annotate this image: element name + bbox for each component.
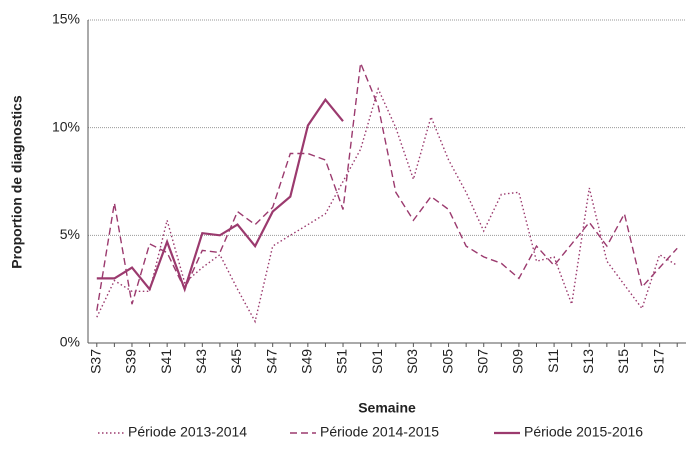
x-tick-label: S07: [474, 349, 490, 374]
legend-label: Période 2014-2015: [320, 424, 439, 440]
x-tick-label: S49: [299, 349, 315, 374]
y-tick-label: 0%: [60, 334, 80, 350]
x-tick-label: S17: [650, 349, 666, 374]
x-tick-label: S11: [545, 349, 561, 373]
x-tick-label: S37: [87, 349, 103, 374]
series-line: [96, 97, 344, 293]
legend-label: Période 2015-2016: [524, 424, 643, 440]
x-tick-label: S39: [123, 349, 139, 374]
x-tick-label: S51: [334, 349, 350, 374]
x-tick-label: S43: [193, 349, 209, 374]
x-tick-label: S47: [263, 349, 279, 374]
x-tick-label: S09: [510, 349, 526, 374]
series-line: [96, 60, 678, 311]
x-tick-label: S05: [439, 349, 455, 374]
legend-label: Période 2013-2014: [128, 424, 247, 440]
x-tick-label: S01: [369, 349, 385, 374]
x-tick-label: S03: [404, 349, 420, 374]
y-tick-label: 10%: [52, 118, 80, 134]
y-axis-title: Proportion de diagnostics: [9, 95, 25, 269]
x-tick-label: S45: [228, 349, 244, 374]
series-line: [96, 86, 678, 324]
x-tick-label: S13: [580, 349, 596, 374]
x-tick-label: S41: [158, 349, 174, 374]
x-tick-label: S15: [615, 349, 631, 374]
y-tick-label: 15%: [52, 11, 80, 27]
x-axis-title: Semaine: [358, 400, 416, 416]
y-tick-label: 5%: [60, 226, 80, 242]
